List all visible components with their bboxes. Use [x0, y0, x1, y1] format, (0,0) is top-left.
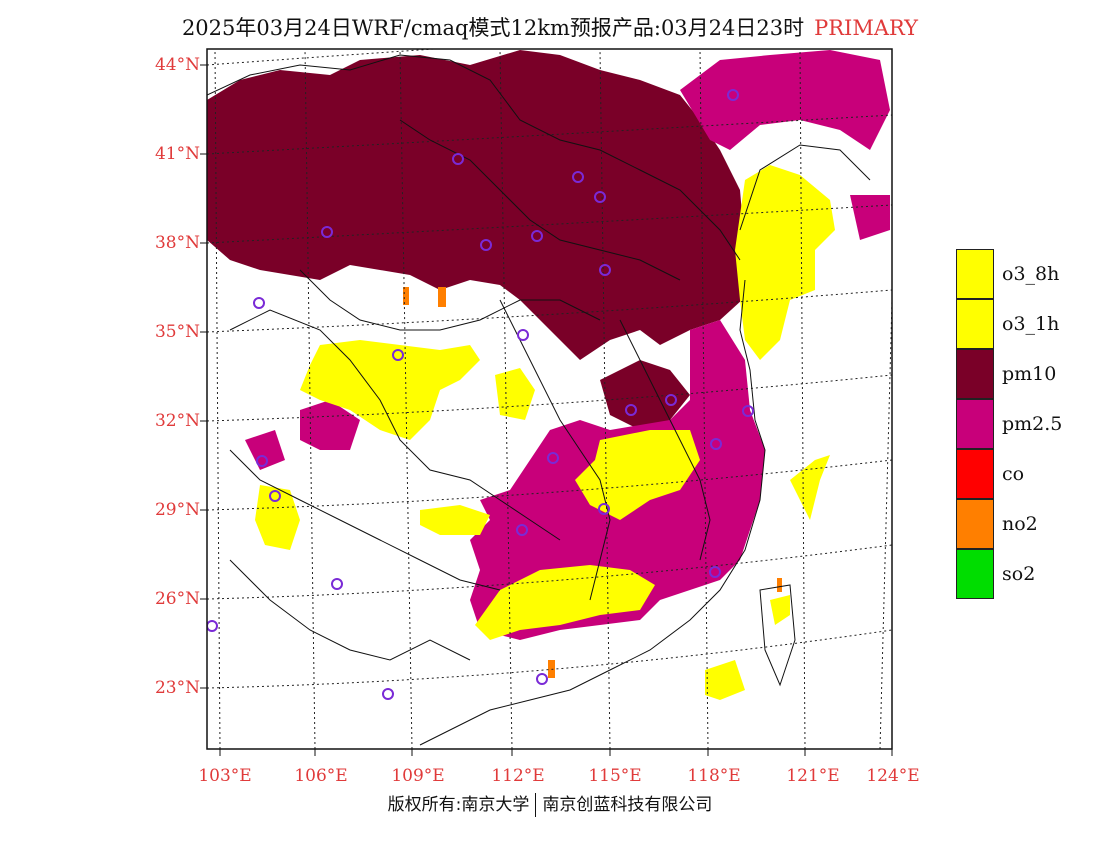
- o3-region-south: [475, 565, 655, 640]
- legend-label: no2: [1002, 513, 1038, 535]
- legend-swatch: [956, 549, 994, 599]
- no2-patch-2: [403, 287, 409, 305]
- lon-label-112e: 112°E: [491, 766, 545, 786]
- o3-region-hubei: [495, 368, 535, 420]
- o3-region-hunan: [420, 505, 490, 535]
- lon-label-118e: 118°E: [687, 766, 741, 786]
- legend-swatch: [956, 499, 994, 549]
- legend-swatch: [956, 299, 994, 349]
- lat-label-32n: 32°N: [154, 411, 200, 431]
- o3-region-taiwan: [770, 595, 790, 625]
- graticule: [207, 49, 892, 749]
- legend-swatch: [956, 449, 994, 499]
- o3-region-sea-east: [790, 455, 830, 520]
- copyright-left: 版权所有:南京大学: [387, 795, 530, 815]
- footer-separator: [535, 793, 537, 817]
- lat-label-44n: 44°N: [154, 55, 200, 75]
- legend-label: o3_8h: [1002, 263, 1060, 285]
- boundaries: [207, 54, 871, 746]
- o3-region-sichuan: [300, 340, 480, 440]
- lat-label-38n: 38°N: [154, 233, 200, 253]
- map-frame: [206, 48, 893, 750]
- lat-label-35n: 35°N: [154, 322, 200, 342]
- legend-swatch: [956, 399, 994, 449]
- lat-label-23n: 23°N: [154, 678, 200, 698]
- legend-label: pm10: [1002, 363, 1057, 385]
- lat-label-41n: 41°N: [154, 144, 200, 164]
- map-title-text: 2025年03月24日WRF/cmaq模式12km预报产品:03月24日23时: [181, 16, 805, 40]
- pm10-region-east: [600, 360, 690, 430]
- legend-swatch: [956, 249, 994, 299]
- legend-label: o3_1h: [1002, 313, 1060, 335]
- legend-swatch: [956, 349, 994, 399]
- monitoring-stations: [207, 89, 754, 700]
- map-title-tag: PRIMARY: [814, 16, 919, 40]
- legend-label: co: [1002, 463, 1025, 485]
- map-title: 2025年03月24日WRF/cmaq模式12km预报产品:03月24日23时 P…: [0, 12, 1100, 42]
- pm25-region-southwest: [245, 430, 285, 470]
- lon-label-109e: 109°E: [391, 766, 445, 786]
- lon-label-124e: 124°E: [866, 766, 920, 786]
- no2-patch-4: [777, 578, 782, 592]
- legend-label: pm2.5: [1002, 413, 1063, 435]
- lon-label-121e: 121°E: [786, 766, 840, 786]
- lon-label-103e: 103°E: [198, 766, 252, 786]
- pm25-region-west: [300, 400, 360, 450]
- pm10-region-north: [207, 50, 745, 360]
- copyright-right: 南京创蓝科技有限公司: [542, 795, 713, 815]
- lon-label-106e: 106°E: [294, 766, 348, 786]
- pm25-region-east-isle: [850, 195, 890, 240]
- no2-patch-1: [438, 287, 446, 307]
- legend-label: so2: [1002, 563, 1036, 585]
- axis-ticks: [200, 64, 893, 756]
- copyright-footer: 版权所有:南京大学 南京创蓝科技有限公司: [0, 790, 1100, 817]
- lon-label-115e: 115°E: [588, 766, 642, 786]
- o3-region-sea-south: [705, 660, 745, 700]
- pm25-region-northeast: [680, 50, 890, 150]
- o3-region-guizhou: [255, 485, 300, 550]
- o3-region-yellow-sea: [735, 165, 835, 360]
- lat-label-26n: 26°N: [154, 589, 200, 609]
- lat-label-29n: 29°N: [154, 500, 200, 520]
